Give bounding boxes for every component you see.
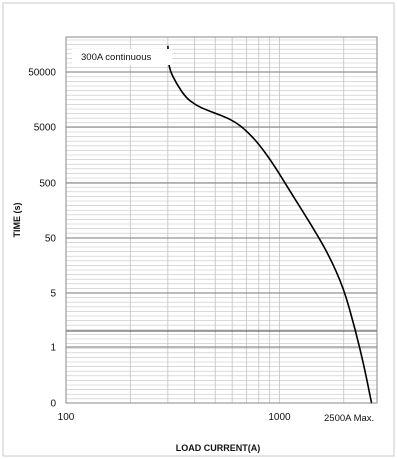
- plot-area: [65, 36, 378, 404]
- y-tick-label: 5000: [34, 123, 57, 134]
- annotation-max: 2500A Max.: [324, 413, 374, 424]
- y-tick-label: 50: [45, 234, 57, 245]
- y-tick-label: 500: [39, 179, 56, 190]
- x-tick-label: 100: [58, 412, 75, 423]
- annotation-box: [72, 49, 172, 65]
- y-tick-label: 1: [50, 343, 56, 354]
- x-tick-labels: 100 1000: [58, 412, 291, 423]
- y-tick-label: 0: [50, 399, 56, 410]
- y-tick-label: 5: [50, 289, 56, 300]
- annotation-continuous: 300A continuous: [81, 52, 152, 63]
- grid: [66, 37, 377, 403]
- x-tick-label: 1000: [268, 412, 291, 423]
- y-tick-label: 50000: [28, 68, 56, 79]
- y-tick-labels: 50000 5000 500 50 5 1 0: [28, 68, 56, 410]
- y-axis-title: TIME (s): [12, 202, 22, 237]
- series-line: [167, 45, 373, 404]
- x-axis-title: LOAD CURRENT(A): [176, 443, 261, 453]
